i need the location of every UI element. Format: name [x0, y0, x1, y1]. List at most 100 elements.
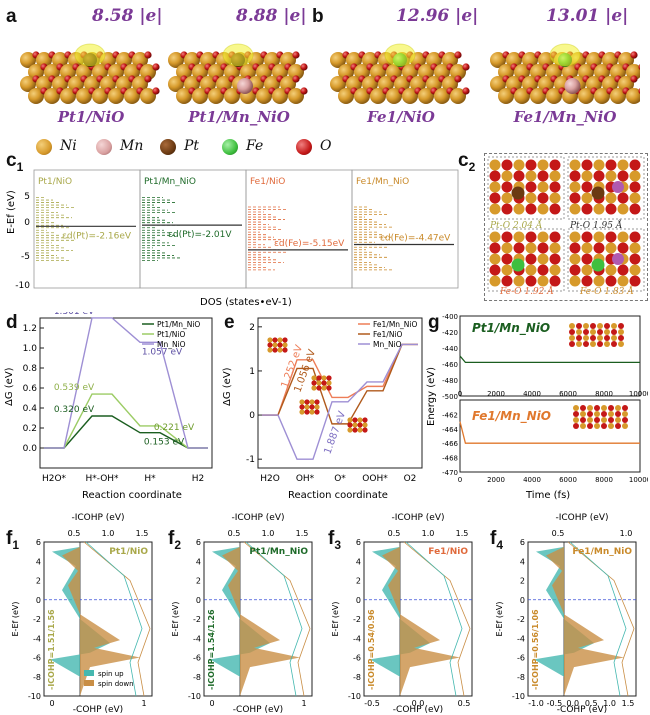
ni-atom	[626, 64, 640, 80]
atom	[501, 181, 513, 193]
ni-atom	[168, 76, 184, 92]
ni-atom	[442, 52, 458, 68]
atom	[581, 159, 593, 171]
inset-atom	[573, 417, 579, 423]
caption-pt1-mn-nio: Pt1/Mn_NiO	[188, 108, 290, 126]
series-line	[459, 421, 640, 444]
ni-atom	[108, 88, 124, 104]
inset-atom	[594, 417, 600, 423]
inset-atom	[587, 405, 593, 411]
y-tick-label: -6	[353, 654, 361, 663]
top-tick-label: 1.5	[136, 529, 149, 538]
top-tick-label: 0.5	[68, 529, 81, 538]
caption-pt1-nio: Pt1/NiO	[57, 108, 125, 126]
atom	[513, 170, 525, 182]
ni-atom	[362, 52, 378, 68]
atom	[489, 170, 501, 182]
atom	[569, 181, 581, 193]
ni-atom	[498, 88, 514, 104]
c2-label-4: Fe-O 1.83 Å	[580, 287, 634, 297]
inset-atom	[594, 423, 600, 429]
inset-atom	[590, 329, 596, 335]
icohp-curve	[405, 541, 463, 697]
series-line	[262, 343, 418, 460]
atom	[489, 181, 501, 193]
y-tick-label: -440	[442, 345, 458, 353]
ni-atom	[514, 64, 530, 80]
bottom-axis-label: -COHP (eV)	[393, 705, 443, 715]
atom	[525, 242, 537, 254]
inset-atom	[309, 409, 315, 415]
mn-atom	[612, 181, 624, 193]
atom	[525, 192, 537, 204]
ni-atom	[578, 88, 594, 104]
inset-atom	[608, 411, 614, 417]
atom	[617, 203, 629, 215]
o-atom	[152, 87, 160, 95]
y-tick-label: -8	[517, 673, 525, 682]
inset-atom	[362, 422, 368, 428]
inset-atom	[615, 405, 621, 411]
ni-atom	[538, 52, 554, 68]
ni-atom	[280, 76, 296, 92]
bottom-tick-label: 1	[301, 699, 306, 708]
atom-legend-pt: Pt	[184, 138, 200, 154]
o-atom	[144, 51, 152, 59]
series-line	[44, 317, 208, 449]
bottom-tick-label: 0.0	[566, 699, 579, 708]
ni-atom	[418, 88, 434, 104]
ni-atom	[20, 52, 36, 68]
dopant-atom	[591, 186, 605, 200]
y-tick-label: -4	[33, 634, 41, 643]
inset-atom	[309, 404, 315, 410]
y-axis-label: E-Ef (eV)	[495, 602, 504, 637]
c1-ytick: -5	[21, 252, 30, 262]
y-tick-label: 0.0	[23, 444, 38, 454]
top-tick-label: 1.5	[456, 529, 469, 538]
panel-label-e: e	[224, 312, 235, 333]
cohp-spin-down-fill	[546, 546, 624, 696]
inset-atom	[326, 375, 332, 381]
y-tick-label: 0	[36, 596, 41, 605]
inset-atom	[569, 335, 575, 341]
atom	[489, 242, 501, 254]
ni-atom	[52, 76, 68, 92]
icohp-curve	[243, 541, 311, 697]
atom	[581, 203, 593, 215]
d-band-center-label: εd(Pt)=-2.16eV	[62, 231, 132, 241]
ni-atom	[140, 88, 156, 104]
series-line	[44, 415, 208, 449]
axis-xlabel: Time (fs)	[525, 490, 570, 501]
y-tick-label: 4	[196, 557, 201, 566]
cohp-title: Pt1/NiO	[109, 547, 148, 557]
atom	[605, 203, 617, 215]
pdos-title: Pt1/NiO	[38, 177, 72, 187]
charge-label-2: 8.88 |e|	[236, 6, 307, 26]
inset-atom	[282, 342, 288, 348]
o-atom	[638, 64, 640, 70]
inset-atom	[357, 417, 363, 423]
ni-atom	[108, 64, 124, 80]
inset-atom	[618, 335, 624, 341]
pdos-figure: E-Ef (eV) DOS (states•eV-1) 5 0 -5 -10 P…	[6, 169, 459, 308]
inset-atom	[267, 347, 273, 353]
legend-entry: spin up	[98, 670, 124, 678]
ni-atom	[92, 88, 108, 104]
atom	[605, 264, 617, 276]
pdos-title: Fe1/Mn_NiO	[356, 177, 409, 187]
atom	[489, 264, 501, 276]
charge-label-1: 8.58 |e|	[92, 6, 163, 26]
top-tick-label: 0.5	[552, 529, 565, 538]
inset-atom	[352, 427, 358, 433]
y-tick-label: -500	[442, 393, 458, 401]
c2-frame	[484, 153, 648, 301]
y-tick-label: -10	[512, 692, 525, 701]
inset-atom	[618, 341, 624, 347]
y-tick-label: 0	[356, 596, 361, 605]
pdos-title: Pt1/Mn_NiO	[144, 177, 196, 187]
inset-atom	[583, 323, 589, 329]
ni-atom	[28, 88, 44, 104]
c2-label-1: Pt-O 2.04 Å	[490, 221, 543, 231]
cohp-panel: -ICOHP (eV) -COHP (eV) 0.5 1.0 1.5 -0.5 0.0 0.5…	[331, 513, 473, 715]
inset-atom	[314, 399, 320, 405]
